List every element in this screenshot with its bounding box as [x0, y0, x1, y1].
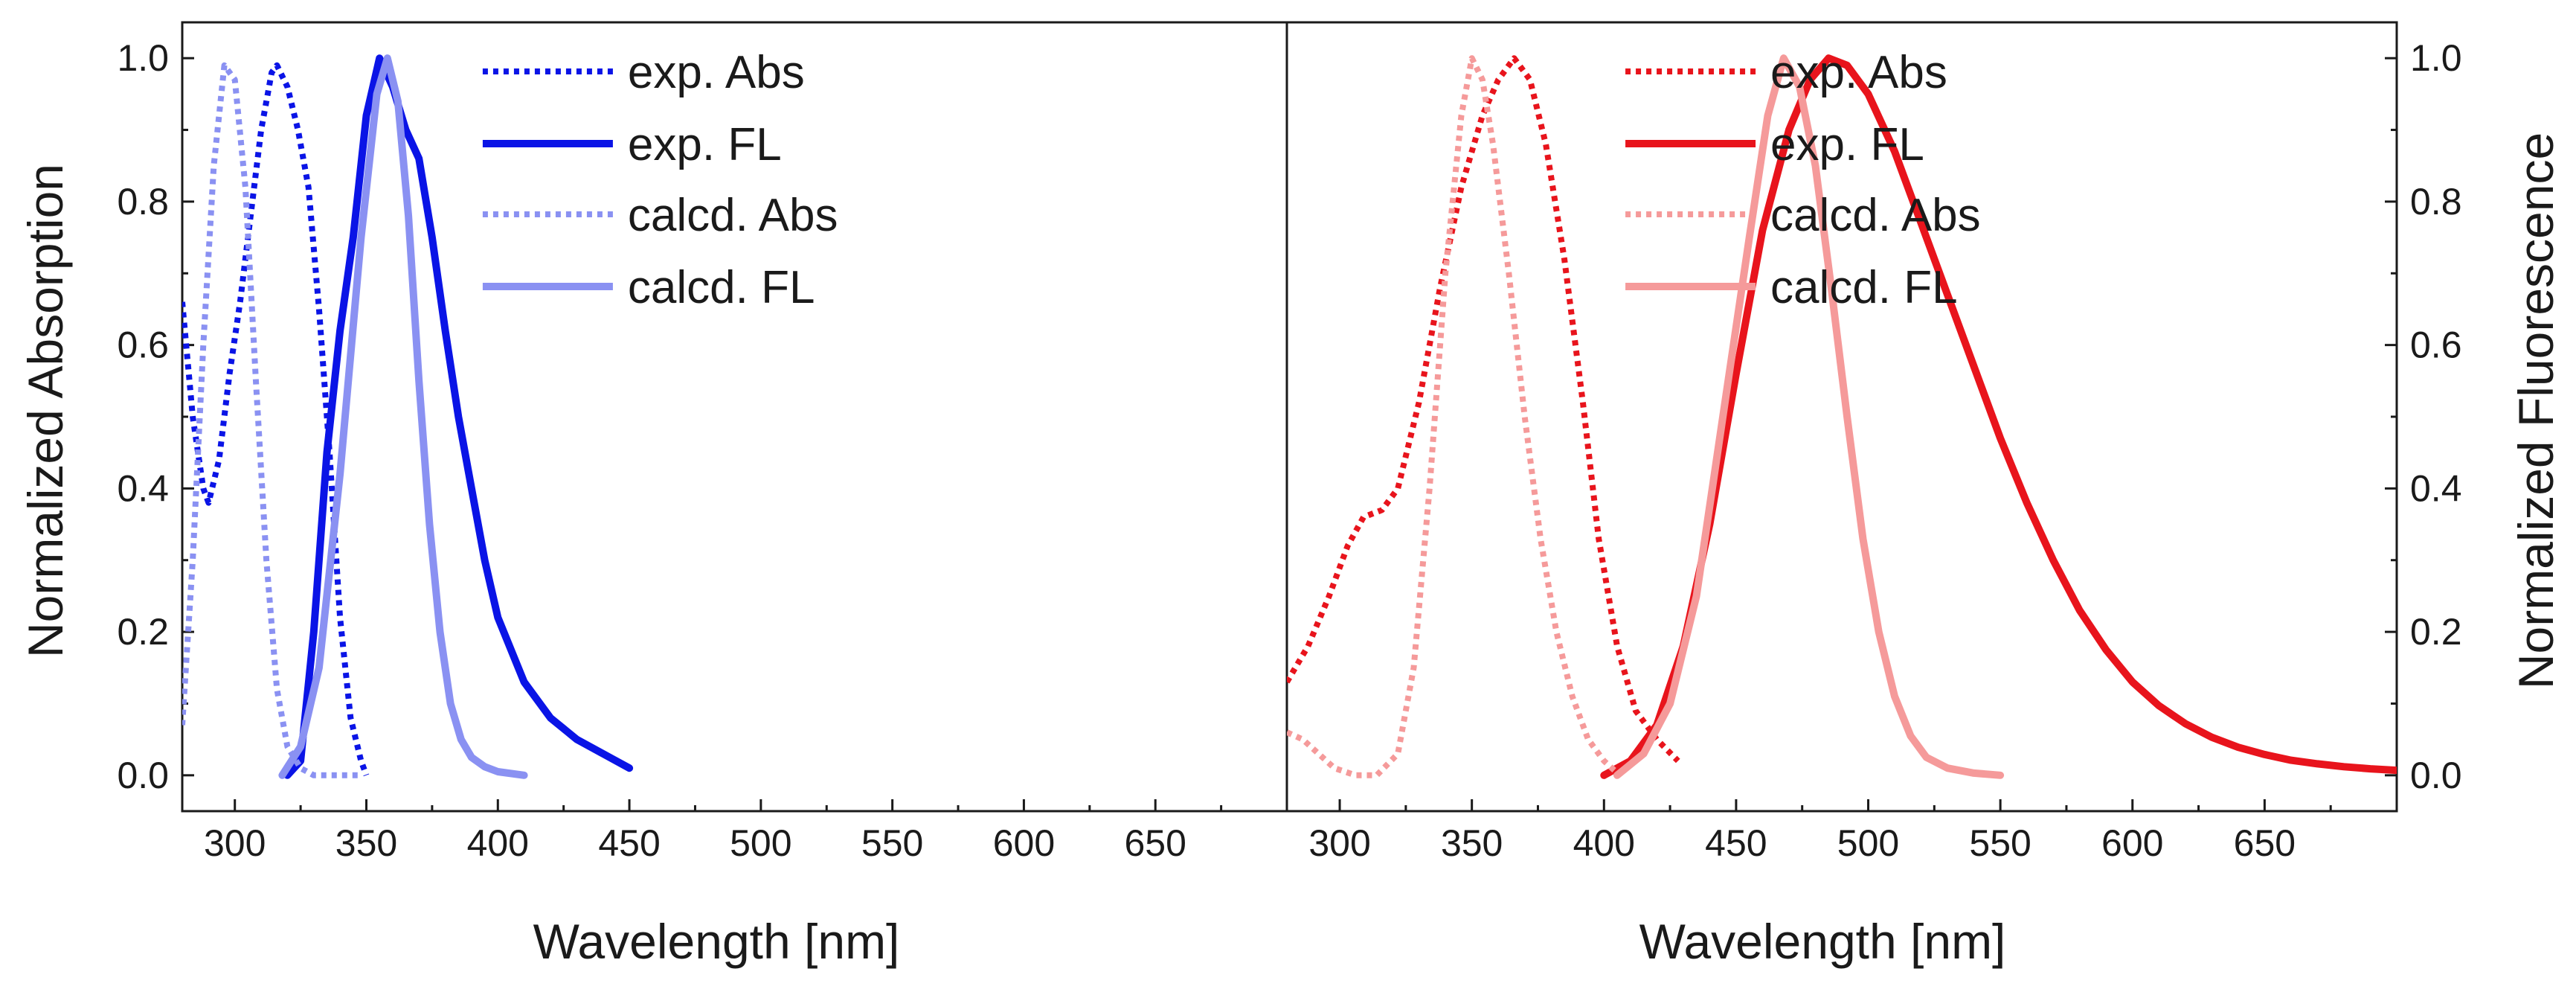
right-x-tick-label: 650 [2234, 822, 2296, 864]
left-panel-absorption: 300 350 400 450 500 550 600 650 0.0 0.2 0.4 0.6 0.8 1… [117, 21, 1288, 864]
left-series-calcd-fl [278, 54, 528, 779]
left-x-tick-label: 400 [467, 822, 529, 864]
left-y-tick-label: 0.0 [117, 755, 169, 796]
right-legend: exp. Abs exp. FL calcd. Abs calcd. FL [1625, 47, 1981, 313]
left-legend-label: calcd. Abs [628, 190, 838, 241]
right-x-tick-label: 350 [1441, 822, 1503, 864]
left-legend-label: exp. FL [628, 119, 782, 170]
right-x-tick-label: 600 [2101, 822, 2163, 864]
left-y-tick-label: 0.8 [117, 181, 169, 223]
right-series-exp-fl [1600, 54, 2397, 779]
right-y-tick-label: 0.2 [2410, 611, 2462, 653]
right-x-tick-label: 300 [1308, 822, 1370, 864]
left-series-calcd-abs [182, 62, 362, 778]
left-x-tick-label: 350 [335, 822, 397, 864]
left-legend: exp. Abs exp. FL calcd. Abs calcd. FL [482, 47, 838, 313]
left-x-tick-label: 600 [993, 822, 1055, 864]
left-series-exp-fl [283, 54, 634, 779]
left-y-axis-title: Normalized Absorption [18, 164, 73, 658]
right-legend-label: calcd. FL [1770, 262, 1958, 313]
left-x-tick-label: 450 [598, 822, 660, 864]
right-x-tick-label: 500 [1837, 822, 1899, 864]
right-y-tick-label: 0.0 [2410, 755, 2462, 796]
right-x-tick-label: 450 [1705, 822, 1767, 864]
right-y-tick-label: 0.4 [2410, 467, 2462, 509]
left-y-tick-label: 0.4 [117, 467, 169, 509]
left-y-tick-label: 0.2 [117, 611, 169, 653]
left-x-tick-label: 300 [204, 822, 266, 864]
right-legend-label: exp. Abs [1770, 47, 1947, 98]
left-x-axis-title: Wavelength [nm] [533, 914, 900, 969]
right-y-tick-label: 1.0 [2410, 37, 2462, 79]
left-series-exp-abs [182, 62, 370, 777]
left-y-tick-label: 1.0 [117, 37, 169, 79]
left-x-tick-label: 650 [1124, 822, 1186, 864]
right-x-tick-label: 400 [1573, 822, 1635, 864]
left-legend-label: exp. Abs [628, 47, 805, 98]
left-legend-label: calcd. FL [628, 262, 815, 313]
right-series-calcd-fl [1613, 54, 2005, 779]
right-y-tick-label: 0.6 [2410, 324, 2462, 366]
left-x-tick-label: 550 [861, 822, 923, 864]
right-legend-label: exp. FL [1770, 119, 1924, 170]
right-series-calcd-abs [1287, 55, 1622, 778]
right-x-tick-label: 550 [1969, 822, 2031, 864]
left-y-tick-label: 0.6 [117, 324, 169, 366]
left-x-tick-label: 500 [730, 822, 791, 864]
right-legend-label: calcd. Abs [1770, 190, 1981, 241]
right-y-axis-title: Normalized Fluorescence [2508, 132, 2563, 689]
right-x-axis-title: Wavelength [nm] [1639, 914, 2006, 969]
right-series-exp-abs [1287, 55, 1680, 764]
right-y-tick-label: 0.8 [2410, 181, 2462, 223]
right-panel-fluorescence: 300 350 400 450 500 550 600 650 0.0 0.2 0.4 0.6 0.8 1… [1285, 21, 2462, 864]
